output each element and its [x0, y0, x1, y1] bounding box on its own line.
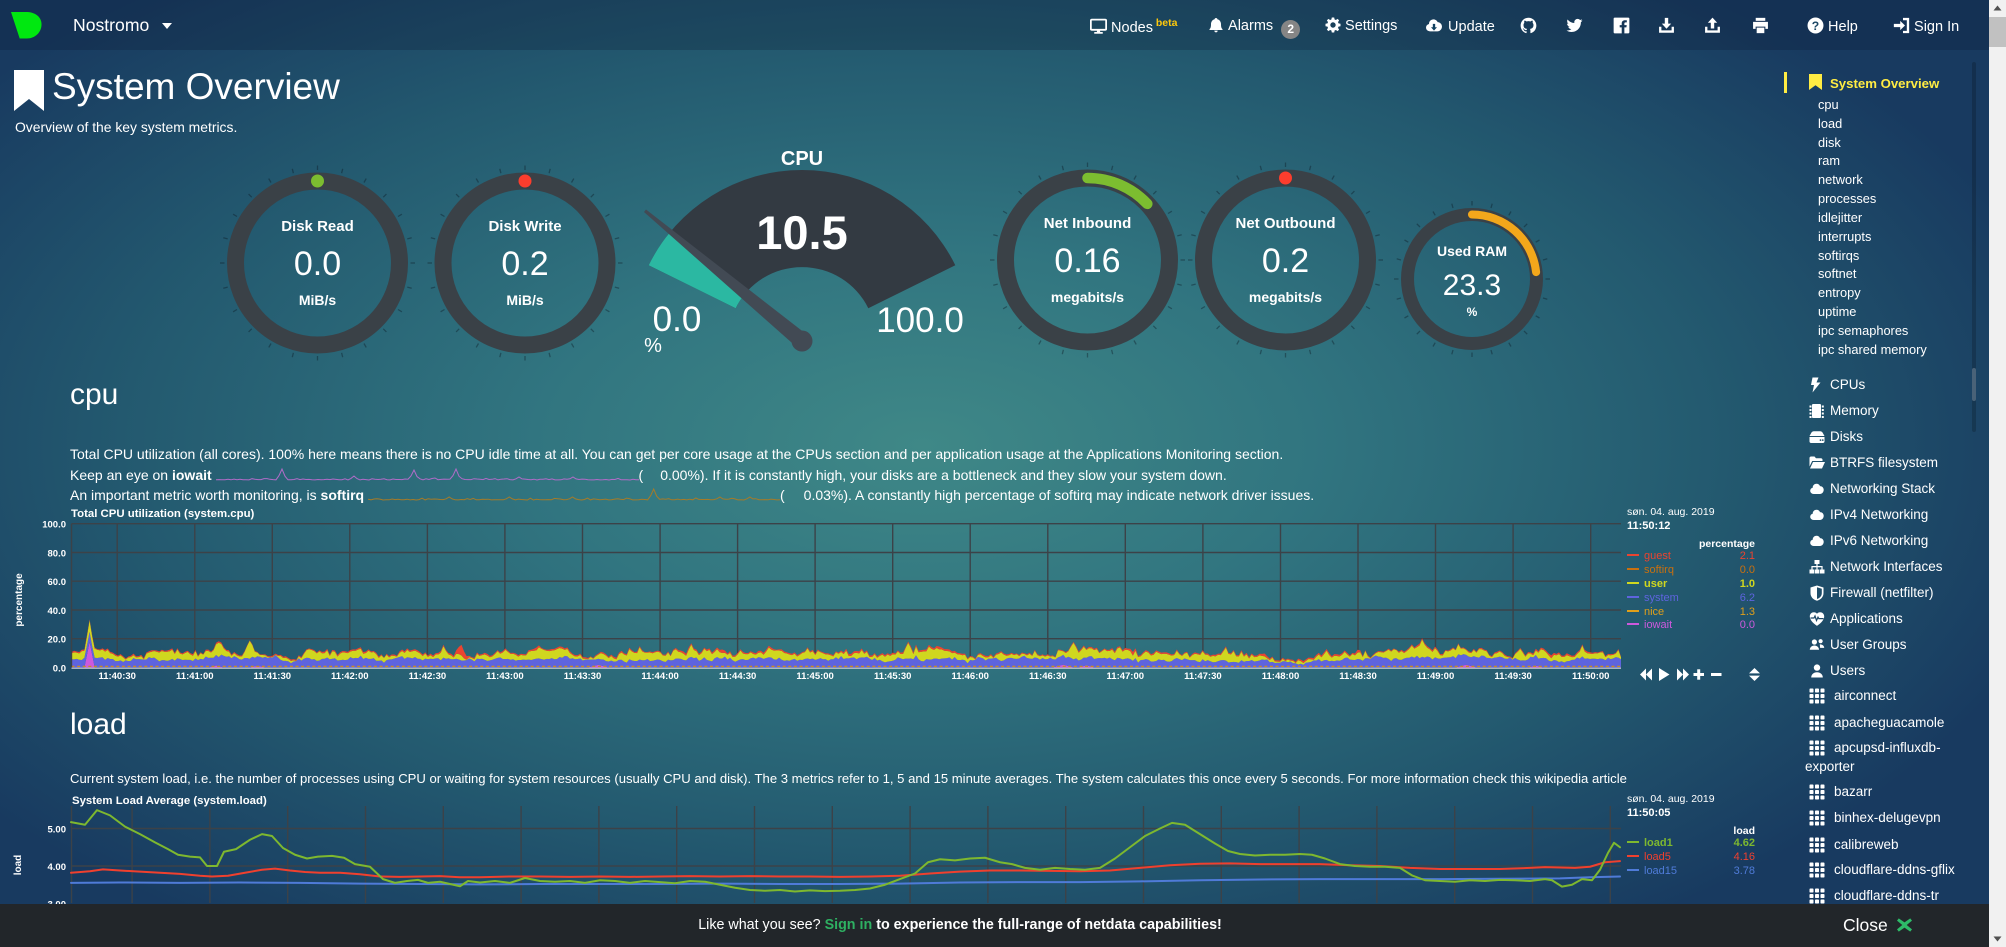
svg-text:load: load	[13, 855, 24, 876]
svg-text:0.0: 0.0	[53, 663, 66, 674]
svg-text:0.0: 0.0	[653, 300, 702, 339]
svg-text:Net Outbound: Net Outbound	[1236, 215, 1336, 232]
svg-text:11:42:30: 11:42:30	[409, 671, 447, 682]
svg-text:megabits/s: megabits/s	[1249, 289, 1322, 305]
svg-text:11:47:30: 11:47:30	[1184, 671, 1222, 682]
svg-text:?: ?	[1812, 19, 1819, 33]
svg-text:System Load Average (system.lo: System Load Average (system.load)	[72, 795, 267, 807]
svg-text:%: %	[644, 335, 662, 357]
svg-text:10.5: 10.5	[756, 206, 847, 259]
svg-text:11:41:00: 11:41:00	[176, 671, 214, 682]
svg-text:Net Inbound: Net Inbound	[1044, 215, 1131, 232]
svg-text:11:42:00: 11:42:00	[331, 671, 369, 682]
svg-text:11:47:00: 11:47:00	[1107, 671, 1145, 682]
svg-text:0.2: 0.2	[501, 245, 548, 283]
svg-text:percentage: percentage	[14, 573, 25, 627]
svg-text:11:49:30: 11:49:30	[1494, 671, 1532, 682]
svg-text:60.0: 60.0	[48, 577, 67, 588]
svg-text:0.0: 0.0	[294, 245, 341, 283]
svg-text:Disk Read: Disk Read	[281, 218, 354, 235]
svg-text:0.2: 0.2	[1262, 242, 1309, 280]
svg-text:11:44:30: 11:44:30	[719, 671, 757, 682]
svg-text:11:46:30: 11:46:30	[1029, 671, 1067, 682]
svg-text:11:48:00: 11:48:00	[1262, 671, 1300, 682]
svg-text:11:45:00: 11:45:00	[796, 671, 834, 682]
svg-text:0.16: 0.16	[1054, 242, 1120, 280]
svg-text:100.0: 100.0	[42, 520, 66, 531]
svg-text:11:41:30: 11:41:30	[254, 671, 292, 682]
svg-text:40.0: 40.0	[48, 606, 67, 617]
svg-text:20.0: 20.0	[48, 635, 67, 646]
svg-text:11:43:00: 11:43:00	[486, 671, 524, 682]
svg-text:Disk Write: Disk Write	[488, 218, 561, 235]
svg-text:80.0: 80.0	[48, 548, 67, 559]
svg-text:MiB/s: MiB/s	[299, 292, 337, 308]
svg-text:11:50:00: 11:50:00	[1572, 671, 1610, 682]
svg-text:11:49:00: 11:49:00	[1417, 671, 1455, 682]
svg-text:100.0: 100.0	[876, 301, 964, 340]
svg-text:Total CPU utilization (system.: Total CPU utilization (system.cpu)	[71, 508, 255, 520]
svg-text:CPU: CPU	[781, 148, 823, 170]
svg-text:11:44:00: 11:44:00	[641, 671, 679, 682]
svg-text:11:45:30: 11:45:30	[874, 671, 912, 682]
svg-text:%: %	[1467, 305, 1478, 319]
svg-text:11:43:30: 11:43:30	[564, 671, 602, 682]
svg-text:11:40:30: 11:40:30	[98, 671, 136, 682]
svg-text:4.00: 4.00	[48, 862, 67, 873]
svg-text:5.00: 5.00	[48, 824, 67, 835]
svg-text:Used RAM: Used RAM	[1437, 243, 1507, 259]
svg-text:MiB/s: MiB/s	[506, 292, 544, 308]
svg-text:23.3: 23.3	[1443, 269, 1501, 302]
svg-text:11:48:30: 11:48:30	[1339, 671, 1377, 682]
svg-text:megabits/s: megabits/s	[1051, 289, 1124, 305]
svg-text:11:46:00: 11:46:00	[951, 671, 989, 682]
